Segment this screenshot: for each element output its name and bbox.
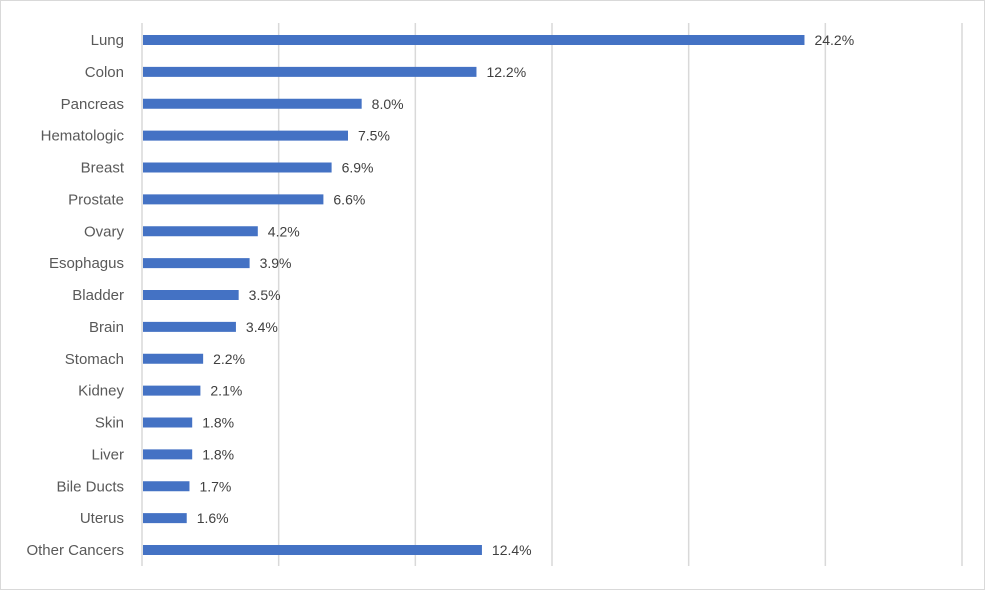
category-label: Skin (95, 415, 124, 432)
bar (143, 353, 204, 364)
category-label: Stomach (65, 351, 124, 368)
category-label: Hematologic (41, 128, 125, 145)
category-label: Bladder (72, 287, 124, 304)
bar (143, 513, 187, 524)
category-label: Other Cancers (26, 542, 124, 559)
category-label: Colon (85, 64, 124, 81)
bar (143, 321, 236, 332)
data-label: 3.9% (260, 255, 292, 271)
category-label: Kidney (78, 383, 124, 400)
category-label: Brain (89, 319, 124, 336)
bar (143, 162, 332, 173)
bar (143, 258, 250, 269)
bar (143, 226, 258, 237)
category-label: Pancreas (61, 96, 124, 113)
data-label: 1.8% (202, 415, 234, 431)
data-label: 6.6% (333, 191, 365, 207)
data-label: 3.4% (246, 319, 278, 335)
category-label: Liver (91, 446, 124, 463)
data-label: 1.6% (197, 510, 229, 526)
data-label: 3.5% (249, 287, 281, 303)
data-label: 6.9% (342, 160, 374, 176)
bar (143, 98, 362, 109)
category-label: Prostate (68, 191, 124, 208)
bar (143, 130, 348, 141)
data-label: 4.2% (268, 223, 300, 239)
data-label: 8.0% (372, 96, 404, 112)
category-label: Lung (91, 32, 124, 49)
data-label: 24.2% (814, 32, 854, 48)
data-label: 2.1% (210, 383, 242, 399)
data-label: 12.4% (492, 542, 532, 558)
bar (143, 385, 201, 396)
bar (143, 417, 193, 428)
data-label: 7.5% (358, 128, 390, 144)
bar (143, 545, 482, 555)
bar (143, 449, 193, 460)
category-label: Bile Ducts (56, 478, 124, 495)
bar (143, 481, 190, 492)
bar (143, 194, 324, 205)
category-label: Esophagus (49, 255, 124, 272)
data-label: 2.2% (213, 351, 245, 367)
bar (143, 66, 477, 77)
category-label: Ovary (84, 223, 125, 240)
data-label: 12.2% (486, 64, 526, 80)
category-label: Uterus (80, 510, 124, 527)
category-label: Breast (81, 160, 125, 177)
data-label: 1.7% (199, 478, 231, 494)
data-label: 1.8% (202, 446, 234, 462)
bar (143, 35, 805, 45)
bar (143, 290, 239, 300)
